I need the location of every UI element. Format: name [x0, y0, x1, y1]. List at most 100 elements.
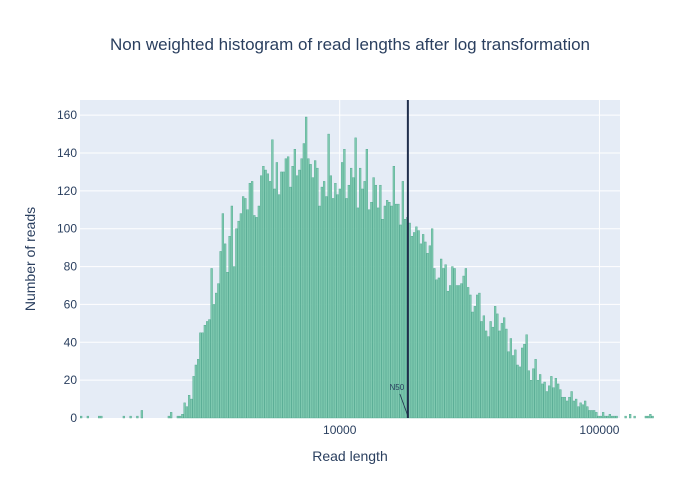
histogram-bar: [485, 330, 488, 419]
histogram-bar: [541, 383, 544, 419]
histogram-bar: [440, 258, 443, 419]
histogram-bar: [350, 167, 353, 419]
y-tick-label: 40: [64, 335, 78, 349]
histogram-bar: [212, 304, 215, 419]
histogram-bar: [503, 317, 506, 419]
histogram-bar: [419, 243, 423, 419]
histogram-bar: [446, 290, 450, 419]
histogram-bar: [532, 368, 535, 419]
y-tick-label: 0: [70, 411, 77, 425]
histogram-bar: [237, 220, 240, 419]
histogram-bar: [552, 387, 555, 419]
histogram-bar: [530, 379, 533, 419]
histogram-bar: [298, 169, 301, 419]
histogram-bar: [462, 275, 465, 419]
histogram-bar: [509, 338, 513, 419]
histogram-bar: [208, 319, 211, 419]
histogram-bar: [606, 415, 609, 419]
histogram-bar: [181, 414, 184, 419]
histogram-bar: [291, 166, 294, 419]
histogram-bar: [278, 194, 281, 419]
histogram-bar: [86, 415, 89, 419]
histogram-bar: [521, 347, 524, 419]
histogram-bar: [262, 166, 265, 419]
histogram-bar: [226, 272, 229, 419]
histogram-bar: [244, 198, 247, 419]
histogram-bar: [232, 266, 236, 419]
histogram-bar: [507, 351, 510, 419]
histogram-bar: [417, 230, 420, 419]
histogram-bar: [543, 381, 546, 419]
histogram-bar: [343, 149, 346, 419]
histogram-bar: [516, 364, 519, 419]
histogram-bar: [458, 285, 461, 419]
n50-label: N50: [390, 383, 405, 392]
histogram-bar: [415, 226, 418, 419]
histogram-bar: [649, 414, 652, 419]
histogram-bar: [167, 415, 170, 419]
histogram-bar: [354, 137, 357, 419]
histogram-bar: [273, 188, 276, 419]
histogram-bar: [604, 415, 607, 419]
histogram-bar: [498, 330, 501, 419]
histogram-bar: [469, 294, 472, 419]
histogram-bar: [586, 406, 589, 419]
histogram-bar: [235, 228, 238, 419]
histogram-bar: [568, 396, 571, 419]
histogram-bar: [390, 205, 393, 419]
histogram-bar: [221, 213, 224, 419]
y-tick-label: 100: [57, 222, 77, 236]
histogram-bar: [223, 243, 227, 419]
histogram-bar: [289, 186, 292, 419]
y-axis-ticks: 0 20 40 60 80 100 120 140 160: [57, 108, 77, 425]
histogram-bar: [548, 385, 551, 419]
histogram-bar: [460, 283, 463, 419]
histogram-bar: [334, 183, 337, 419]
histogram-bar: [352, 177, 355, 419]
histogram-bar: [176, 415, 179, 419]
histogram-bar: [136, 415, 139, 419]
histogram-bar: [408, 222, 411, 419]
histogram-bar: [365, 149, 369, 419]
histogram-bar: [230, 205, 233, 419]
histogram-bar: [444, 264, 447, 419]
histogram-bar: [422, 234, 425, 419]
histogram-bar: [250, 181, 254, 419]
x-tick-label: 10000: [323, 423, 357, 437]
histogram-bar: [359, 167, 362, 419]
histogram-bar: [624, 415, 627, 419]
histogram-bar: [388, 202, 391, 419]
histogram-bar: [597, 415, 600, 419]
histogram-bar: [534, 359, 537, 419]
y-axis-title: Number of reads: [22, 207, 38, 311]
histogram-bar: [608, 414, 612, 419]
histogram-bar: [602, 412, 605, 419]
histogram-bar: [512, 355, 515, 419]
histogram-bar: [431, 228, 434, 419]
histogram-bar: [575, 398, 578, 419]
histogram-bar: [566, 400, 569, 419]
histogram-bar: [579, 402, 582, 419]
histogram-bars: [79, 116, 654, 419]
histogram-bar: [241, 196, 245, 419]
histogram-bar: [593, 410, 596, 419]
histogram-bar: [287, 156, 290, 419]
y-tick-label: 20: [64, 373, 78, 387]
histogram-bar: [467, 287, 470, 419]
histogram-bar: [453, 268, 456, 419]
histogram-bar: [536, 379, 540, 419]
y-tick-label: 60: [64, 297, 78, 311]
histogram-bar: [311, 177, 315, 419]
histogram-bar: [482, 315, 486, 419]
histogram-bar: [300, 158, 303, 419]
histogram-bar: [572, 400, 576, 419]
histogram-bar: [590, 410, 594, 419]
histogram-bar: [487, 336, 490, 419]
histogram-bar: [363, 181, 366, 419]
histogram-bar: [341, 162, 344, 419]
histogram-bar: [410, 236, 414, 419]
histogram-bar: [545, 391, 549, 419]
histogram-bar: [257, 205, 261, 419]
histogram-bar: [309, 164, 312, 419]
